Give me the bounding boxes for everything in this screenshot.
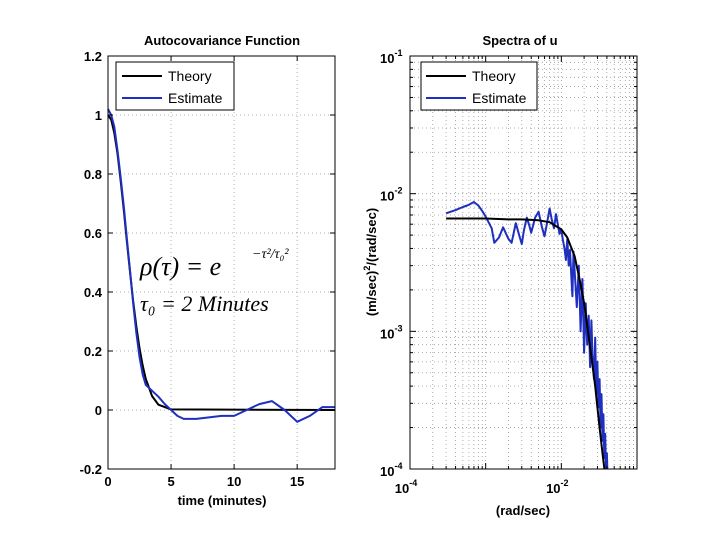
left-y-tick-label: -0.2 xyxy=(80,462,102,477)
left-legend: Theory Estimate xyxy=(115,61,235,111)
right-series-estimate-line xyxy=(445,201,609,469)
right-plot-frame xyxy=(409,55,638,470)
left-y-tick-label: 0.8 xyxy=(84,167,102,182)
right-x-tick-label: 10-4 xyxy=(395,478,417,496)
left-x-tick-label: 0 xyxy=(104,474,111,489)
formula-line1-exponent: −τ²/τ₀² xyxy=(252,247,289,262)
right-y-tick-label: 10-2 xyxy=(380,186,402,204)
right-y-tick-label: 10-1 xyxy=(380,48,402,66)
right-legend-estimate-label: Estimate xyxy=(472,90,527,106)
right-x-tick-label: 10-2 xyxy=(546,478,568,496)
right-y-tick-label: 10-3 xyxy=(380,323,402,341)
left-x-axis-label: time (minutes) xyxy=(178,493,267,508)
autocovariance-panel: Autocovariance Function 0 5 10 15-0.200.20.… xyxy=(80,33,336,508)
left-y-tick-label: 0 xyxy=(95,403,102,418)
left-y-tick-label: 0.4 xyxy=(84,285,103,300)
left-series-estimate-line xyxy=(107,108,335,423)
left-y-tick-label: 0.2 xyxy=(84,344,102,359)
left-chart-title: Autocovariance Function xyxy=(144,33,300,48)
left-x-tick-label: 15 xyxy=(290,474,304,489)
left-x-tick-label: 5 xyxy=(167,474,174,489)
spectra-panel: Spectra of u 10-4 10-2 10-1 10-2 10-3 10-4 Th… xyxy=(362,33,638,518)
right-legend-theory-label: Theory xyxy=(472,68,516,84)
left-legend-theory-label: Theory xyxy=(168,68,212,84)
right-y-tick-label: 10-4 xyxy=(380,461,402,479)
left-x-tick-label: 10 xyxy=(227,474,241,489)
right-series-theory-line xyxy=(446,217,606,469)
formula-line1-lhs: ρ(τ) = e xyxy=(139,252,221,281)
right-chart-title: Spectra of u xyxy=(482,33,557,48)
left-plot-frame xyxy=(107,55,336,470)
formula-line2: τ₀ = 2 Minutes xyxy=(140,291,269,316)
left-y-tick-label: 1 xyxy=(95,108,102,123)
left-legend-box xyxy=(115,61,235,111)
right-y-axis-label: (m/sec)2/(rad/sec) xyxy=(362,208,379,316)
left-legend-estimate-label: Estimate xyxy=(168,90,223,106)
formula-annotation: ρ(τ) = e −τ²/τ₀² τ₀ = 2 Minutes xyxy=(139,247,289,316)
left-y-tick-label: 1.2 xyxy=(84,49,102,64)
left-y-tick-label: 0.6 xyxy=(84,226,102,241)
right-legend: Theory Estimate xyxy=(420,61,538,111)
right-x-axis-label: (rad/sec) xyxy=(496,503,550,518)
right-legend-box xyxy=(420,61,538,111)
